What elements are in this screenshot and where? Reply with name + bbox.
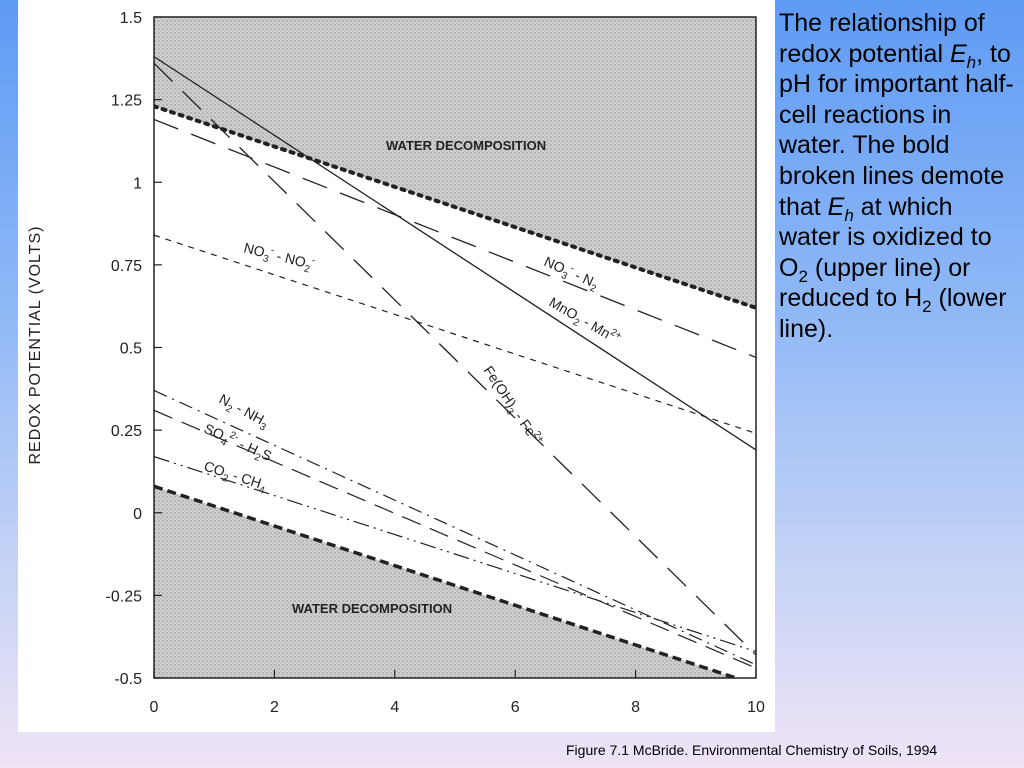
y-tick-label-8: -0.5 — [114, 671, 142, 688]
y-tick-label-1: 1.25 — [111, 93, 142, 110]
figure-caption: Figure 7.1 McBride. Environmental Chemis… — [566, 742, 938, 758]
eh-symbol-h: h — [966, 52, 977, 72]
y-tick-label-6: 0 — [133, 506, 142, 523]
series-line-1 — [154, 484, 742, 678]
series-line-8 — [154, 455, 756, 653]
y-tick-label-3: 0.75 — [111, 258, 142, 275]
desc-part-2: , to pH for important half-cell reaction… — [779, 39, 1014, 221]
x-tick-label-3: 6 — [511, 699, 520, 716]
x-tick-label-5: 10 — [747, 699, 765, 716]
figure-panel: 1.5 1.25 1 0.75 0.5 0.25 0 -0.25 -0.5 0 2 4 6 8 10 WAT… — [18, 0, 775, 732]
desc-part-3: at which water is oxidized to O — [779, 192, 992, 282]
label-no3-n2: NO3- - N2 — [540, 252, 602, 295]
desc-part-5: (lower line). — [779, 284, 1007, 343]
series-line-3 — [154, 56, 756, 451]
series-line-5 — [154, 62, 756, 656]
redox-ph-chart: 1.5 1.25 1 0.75 0.5 0.25 0 -0.25 -0.5 0 2 4 6 8 10 WAT… — [27, 10, 765, 716]
label-no3-no2: NO3- - NO2- — [241, 238, 316, 276]
lower-region-label: WATER DECOMPOSITION — [292, 601, 452, 616]
lower-decomposition-region — [154, 486, 756, 678]
y-axis-title: REDOX POTENTIAL (VOLTS) — [27, 225, 44, 464]
desc-part-1: The relationship of redox potential — [779, 9, 985, 68]
y-tick-label-2: 1 — [133, 175, 142, 192]
h2-subscript: 2 — [922, 297, 932, 317]
y-tick-label-4: 0.5 — [120, 341, 142, 358]
label-co2-ch4: CO2 - CH4 — [201, 458, 269, 497]
x-tick-label-4: 8 — [631, 699, 640, 716]
x-tick-label-0: 0 — [150, 699, 159, 716]
y-tick-label-0: 1.5 — [120, 10, 142, 27]
o2-subscript: 2 — [798, 266, 808, 286]
label-mno2-mn2: MnO2 - Mn2+ — [545, 293, 624, 351]
upper-decomposition-region — [154, 17, 756, 308]
eh-symbol-e: E — [949, 39, 967, 68]
series-line-4 — [154, 234, 756, 434]
series-line-7 — [154, 409, 756, 669]
series-line-2 — [154, 118, 756, 359]
label-feoh3-fe2: Fe(OH)3 - Fe2+ — [477, 362, 546, 450]
upper-region-label: WATER DECOMPOSITION — [386, 138, 546, 153]
series-line-0 — [154, 104, 756, 310]
description-text: The relationship of redox potential Eh, … — [779, 8, 1019, 345]
x-tick-label-1: 2 — [270, 699, 279, 716]
y-tick-label-5: 0.25 — [111, 423, 142, 440]
eh-symbol-h-2: h — [844, 205, 854, 225]
y-tick-label-7: -0.25 — [106, 588, 143, 605]
eh-symbol-e-2: E — [827, 192, 845, 221]
desc-part-4: (upper line) or reduced to H — [779, 253, 971, 313]
x-tick-label-2: 4 — [390, 699, 399, 716]
